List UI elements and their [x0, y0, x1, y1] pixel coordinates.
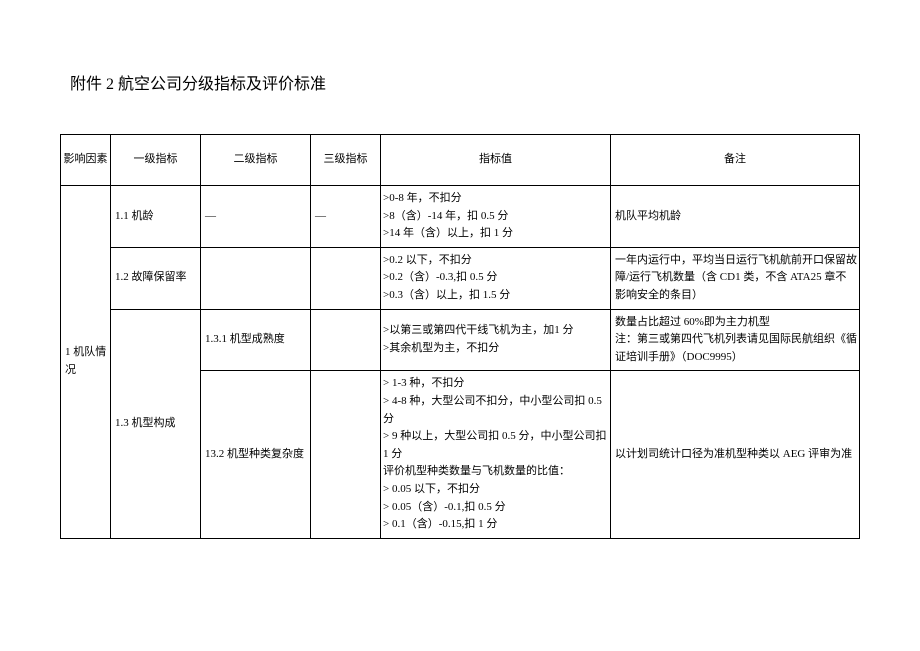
- table-row: 1 机队情况 1.1 机龄 — — >0-8 年，不扣分 >8（含）-14 年，…: [61, 186, 860, 248]
- l2-cell: 13.2 机型种类复杂度: [201, 371, 311, 538]
- criteria-table: 影响因素 一级指标 二级指标 三级指标 指标值 备注 1 机队情况 1.1 机龄…: [60, 134, 860, 539]
- table-row: 1.2 故障保留率 >0.2 以下，不扣分 >0.2（含）-0.3,扣 0.5 …: [61, 247, 860, 309]
- value-cell: >0-8 年，不扣分 >8（含）-14 年，扣 0.5 分 >14 年（含）以上…: [381, 186, 611, 248]
- l2-cell: 1.3.1 机型成熟度: [201, 309, 311, 371]
- header-note: 备注: [611, 135, 860, 186]
- document-title: 附件 2 航空公司分级指标及评价标准: [70, 70, 860, 94]
- value-cell: >0.2 以下，不扣分 >0.2（含）-0.3,扣 0.5 分 >0.3（含）以…: [381, 247, 611, 309]
- l1-cell: 1.2 故障保留率: [111, 247, 201, 309]
- value-line: 评价机型种类数量与飞机数量的比值：: [383, 463, 608, 481]
- header-level2: 二级指标: [201, 135, 311, 186]
- l1-cell: 1.1 机龄: [111, 186, 201, 248]
- value-line: >0-8 年，不扣分: [383, 190, 608, 208]
- factor-cell: 1 机队情况: [61, 186, 111, 539]
- value-line: >14 年（含）以上，扣 1 分: [383, 225, 608, 243]
- value-line: > 0.05（含）-0.1,扣 0.5 分: [383, 499, 608, 517]
- header-value: 指标值: [381, 135, 611, 186]
- l3-cell: [311, 371, 381, 538]
- value-line: > 4-8 种，大型公司不扣分，中小型公司扣 0.5 分: [383, 393, 608, 428]
- table-row: 1.3 机型构成 1.3.1 机型成熟度 >以第三或第四代干线飞机为主，加1 分…: [61, 309, 860, 371]
- header-level1: 一级指标: [111, 135, 201, 186]
- value-line: >0.3（含）以上，扣 1.5 分: [383, 287, 608, 305]
- l2-cell: —: [201, 186, 311, 248]
- value-line: >8（含）-14 年，扣 0.5 分: [383, 208, 608, 226]
- value-line: > 1-3 种，不扣分: [383, 375, 608, 393]
- value-line: > 0.1（含）-0.15,扣 1 分: [383, 516, 608, 534]
- l3-cell: —: [311, 186, 381, 248]
- table-header-row: 影响因素 一级指标 二级指标 三级指标 指标值 备注: [61, 135, 860, 186]
- l2-cell: [201, 247, 311, 309]
- note-cell: 一年内运行中，平均当日运行飞机航前开口保留故障/运行飞机数量（含 CD1 类，不…: [611, 247, 860, 309]
- l3-cell: [311, 309, 381, 371]
- value-line: >其余机型为主，不扣分: [383, 340, 608, 358]
- value-cell: >以第三或第四代干线飞机为主，加1 分 >其余机型为主，不扣分: [381, 309, 611, 371]
- value-cell: > 1-3 种，不扣分 > 4-8 种，大型公司不扣分，中小型公司扣 0.5 分…: [381, 371, 611, 538]
- header-level3: 三级指标: [311, 135, 381, 186]
- note-cell: 机队平均机龄: [611, 186, 860, 248]
- header-factor: 影响因素: [61, 135, 111, 186]
- value-line: > 9 种以上，大型公司扣 0.5 分，中小型公司扣 1 分: [383, 428, 608, 463]
- value-line: >以第三或第四代干线飞机为主，加1 分: [383, 324, 573, 336]
- value-line: >0.2 以下，不扣分: [383, 252, 608, 270]
- value-line: >0.2（含）-0.3,扣 0.5 分: [383, 269, 608, 287]
- l3-cell: [311, 247, 381, 309]
- note-cell: 数量占比超过 60%即为主力机型 注：第三或第四代飞机列表请见国际民航组织《循证…: [611, 309, 860, 371]
- note-cell: 以计划司统计口径为准机型种类以 AEG 评审为准: [611, 371, 860, 538]
- l1-cell: 1.3 机型构成: [111, 309, 201, 538]
- value-line: > 0.05 以下，不扣分: [383, 481, 608, 499]
